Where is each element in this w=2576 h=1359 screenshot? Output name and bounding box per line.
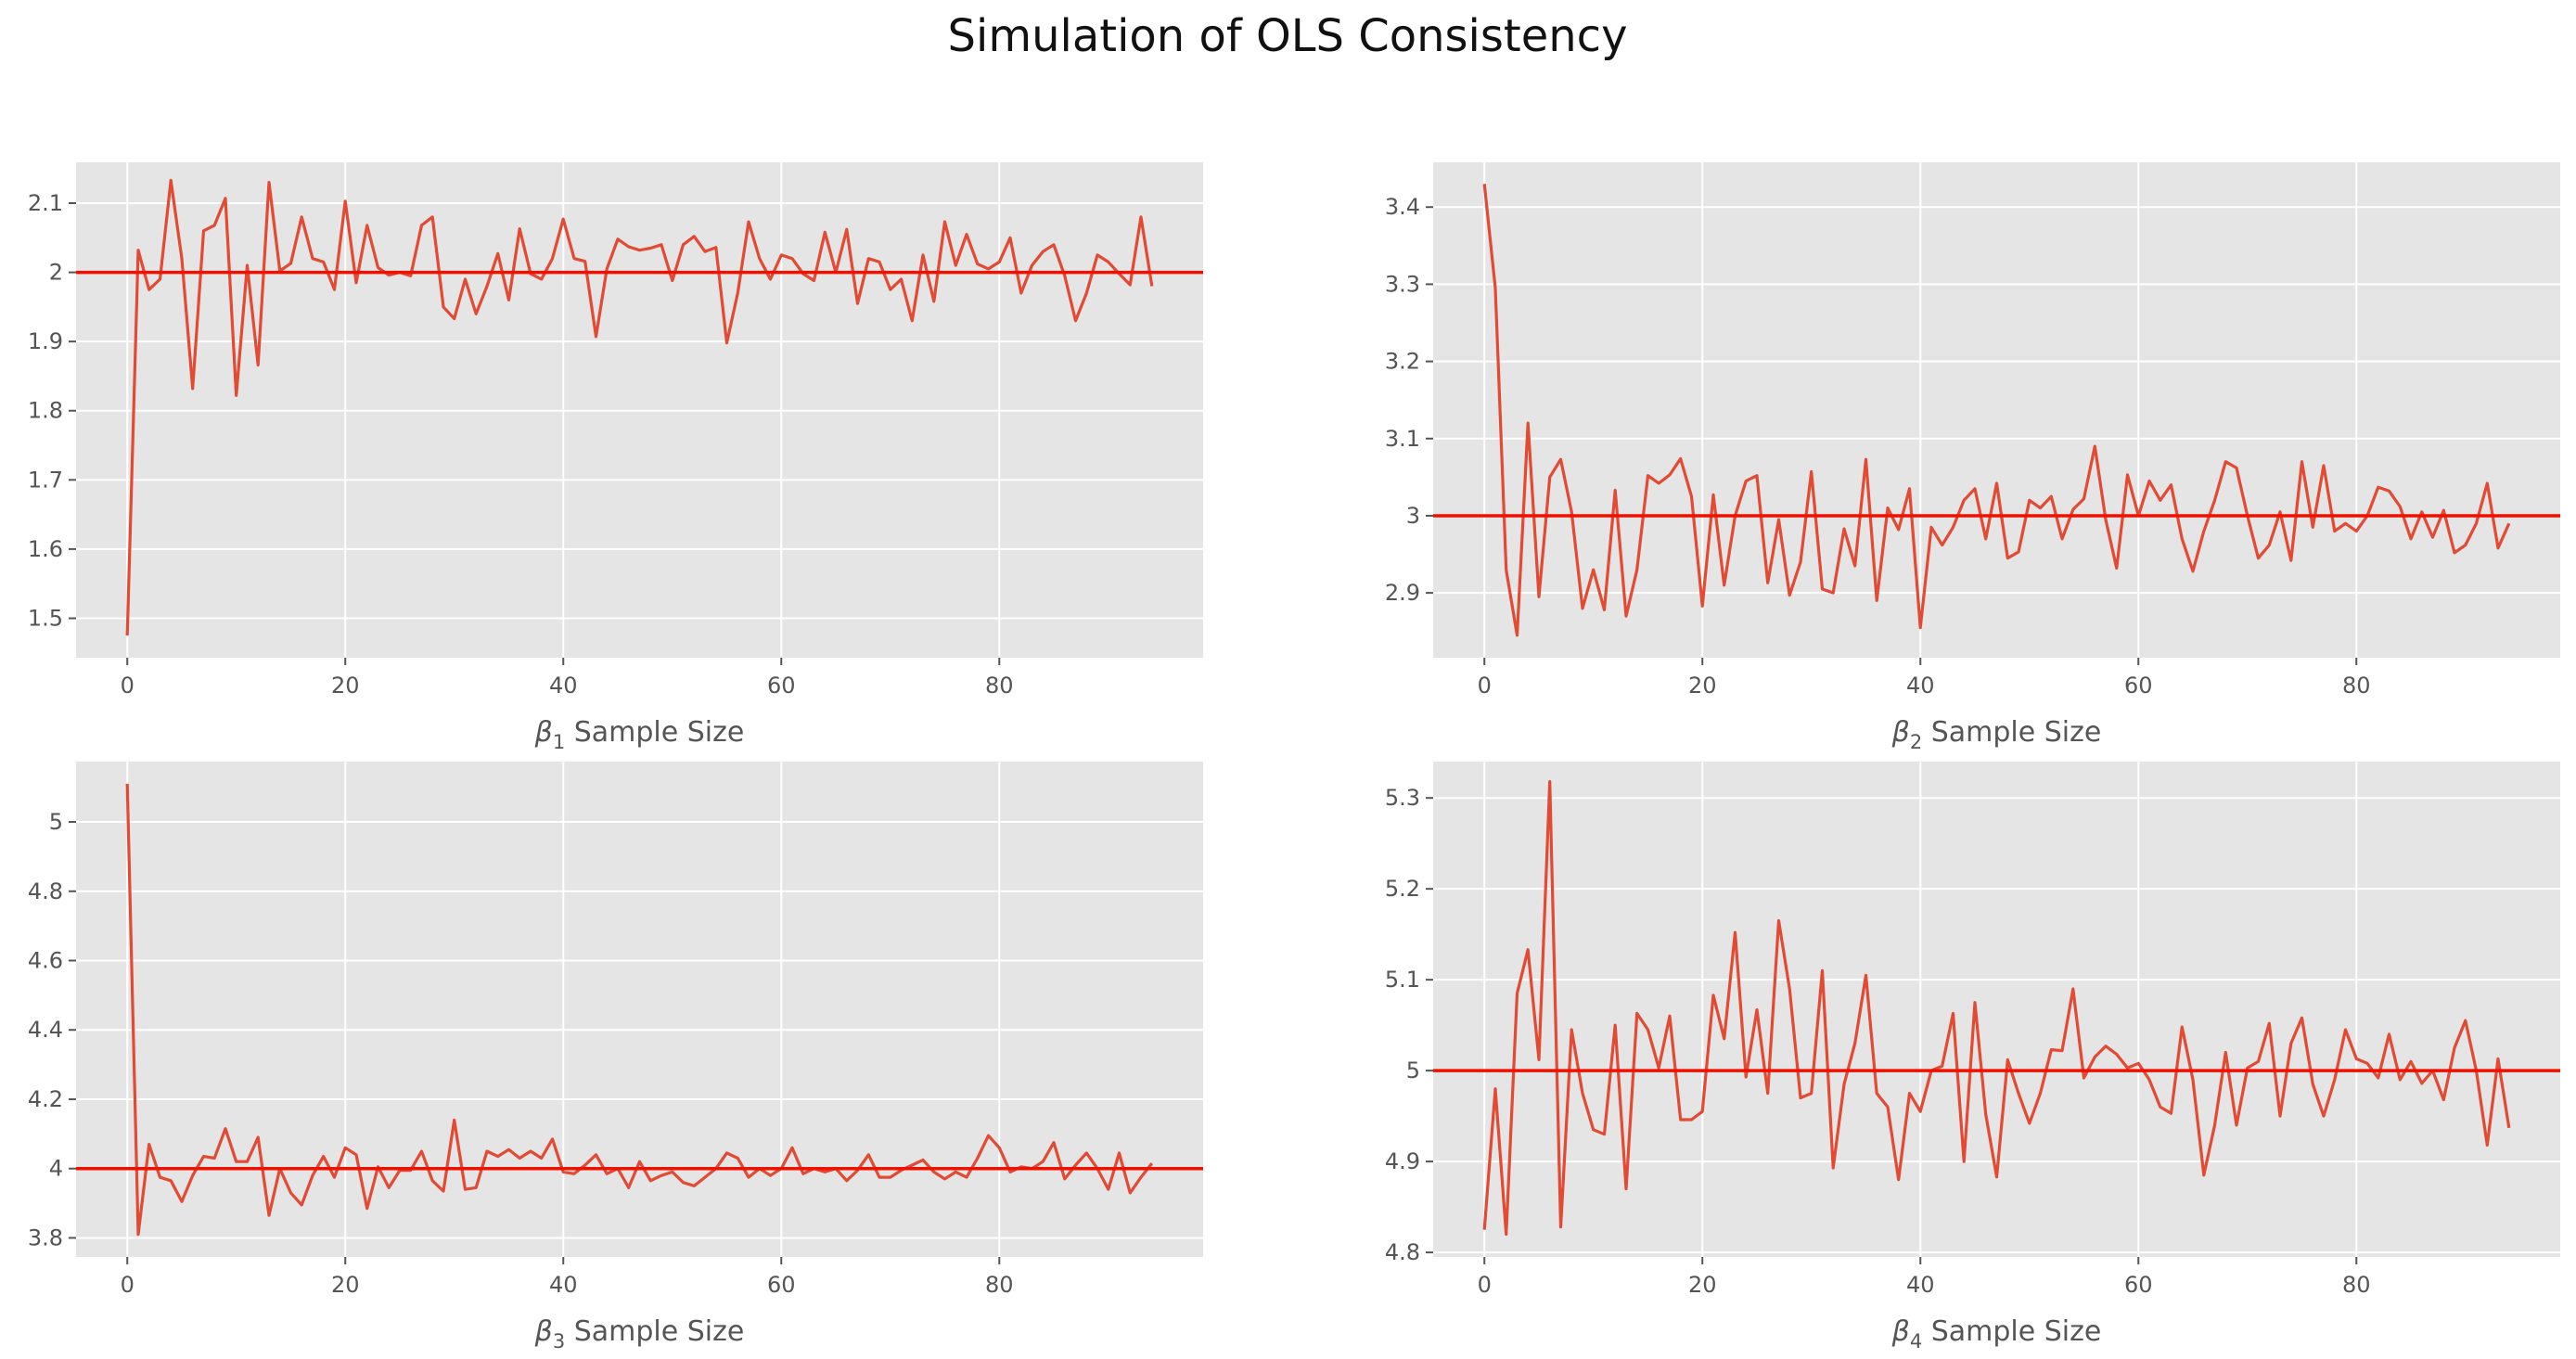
subplot-beta1: 1.5 1.6 1.7 1.8 1.9 2 2.1 0 20 40 60 80 β1 Sample Si… (28, 162, 1203, 753)
beta-symbol: β (1891, 1315, 1910, 1348)
x-axis-label: β2 Sample Size (1891, 716, 2102, 753)
x-tick-label: 0 (1478, 673, 1492, 699)
y-tick-label: 4.6 (28, 947, 63, 973)
beta-subscript: 1 (553, 731, 565, 753)
y-tick-label: 4.9 (1385, 1148, 1420, 1174)
beta-symbol: β (534, 1315, 553, 1348)
y-tick-label: 5 (1406, 1058, 1420, 1083)
y-tick-label: 3.1 (1385, 426, 1420, 452)
y-tick-label: 3.4 (1385, 194, 1420, 220)
x-tick-label: 40 (549, 673, 578, 699)
x-axis-label: β4 Sample Size (1891, 1315, 2102, 1353)
x-tick-label: 60 (2124, 1272, 2153, 1298)
x-tick-label: 40 (549, 1272, 578, 1298)
plot-area (76, 762, 1203, 1257)
x-tick-label: 40 (1906, 673, 1935, 699)
y-tick-label: 4.4 (28, 1017, 63, 1043)
beta-symbol: β (1891, 716, 1910, 749)
y-tick-label: 5.3 (1385, 785, 1420, 811)
x-tick-label: 20 (331, 1272, 360, 1298)
x-axis-label: β3 Sample Size (534, 1315, 745, 1353)
y-tick-label: 4.8 (28, 878, 63, 904)
x-tick-label: 0 (121, 1272, 135, 1298)
y-tick-label: 3.8 (28, 1224, 63, 1250)
plot-area (1433, 162, 2560, 658)
y-tick-label: 1.8 (28, 398, 63, 424)
y-tick-label: 3.3 (1385, 271, 1420, 297)
x-tick-label: 40 (1906, 1272, 1935, 1298)
y-tick-label: 2.1 (28, 190, 63, 216)
x-tick-label: 0 (121, 673, 135, 699)
subplot-beta3: 3.8 4 4.2 4.4 4.6 4.8 5 0 20 40 60 80 β3 Sample Size (28, 762, 1203, 1353)
x-axis-label-text: Sample Size (1922, 1315, 2101, 1348)
y-tick-label: 5.1 (1385, 967, 1420, 993)
subplot-beta2: 2.9 3 3.1 3.2 3.3 3.4 0 20 40 60 80 β2 Sample Size (1385, 162, 2560, 753)
y-tick-label: 4.8 (1385, 1239, 1420, 1265)
y-tick-label: 1.6 (28, 536, 63, 562)
x-tick-label: 80 (985, 673, 1014, 699)
x-tick-label: 80 (2342, 1272, 2371, 1298)
x-tick-label: 20 (1688, 1272, 1717, 1298)
y-tick-label: 4.2 (28, 1086, 63, 1112)
series-line-beta1 (125, 178, 1154, 636)
beta-subscript: 4 (1910, 1330, 1922, 1353)
y-tick-label: 2 (49, 260, 63, 286)
x-tick-label: 20 (1688, 673, 1717, 699)
subplot-beta4: 4.8 4.9 5 5.1 5.2 5.3 0 20 40 60 80 β4 Sample Size (1385, 762, 2560, 1353)
x-axis-label-text: Sample Size (565, 716, 744, 749)
x-axis-label-text: Sample Size (565, 1315, 744, 1348)
series-line-beta2 (1482, 184, 2511, 637)
y-tick-label: 3.2 (1385, 349, 1420, 375)
x-tick-label: 20 (331, 673, 360, 699)
y-tick-label: 2.9 (1385, 580, 1420, 606)
series-line-beta3 (125, 783, 1154, 1237)
x-tick-label: 80 (985, 1272, 1014, 1298)
y-tick-label: 1.9 (28, 328, 63, 354)
y-tick-label: 4 (49, 1156, 63, 1182)
x-axis-label: β1 Sample Size (534, 716, 745, 753)
x-tick-label: 80 (2342, 673, 2371, 699)
y-tick-label: 5.2 (1385, 876, 1420, 902)
x-axis-label-text: Sample Size (1922, 716, 2101, 749)
plot-area (1433, 762, 2560, 1257)
beta-subscript: 3 (553, 1330, 565, 1353)
x-tick-label: 60 (767, 673, 796, 699)
figure-title: Simulation of OLS Consistency (948, 10, 1628, 62)
y-tick-label: 1.7 (28, 467, 63, 493)
beta-symbol: β (534, 716, 553, 749)
y-tick-label: 5 (49, 809, 63, 835)
x-tick-label: 60 (2124, 673, 2153, 699)
x-tick-label: 60 (767, 1272, 796, 1298)
series-line-beta4 (1482, 779, 2511, 1237)
y-tick-label: 3 (1406, 503, 1420, 529)
beta-subscript: 2 (1910, 731, 1922, 753)
x-tick-label: 0 (1478, 1272, 1492, 1298)
y-tick-label: 1.5 (28, 605, 63, 631)
